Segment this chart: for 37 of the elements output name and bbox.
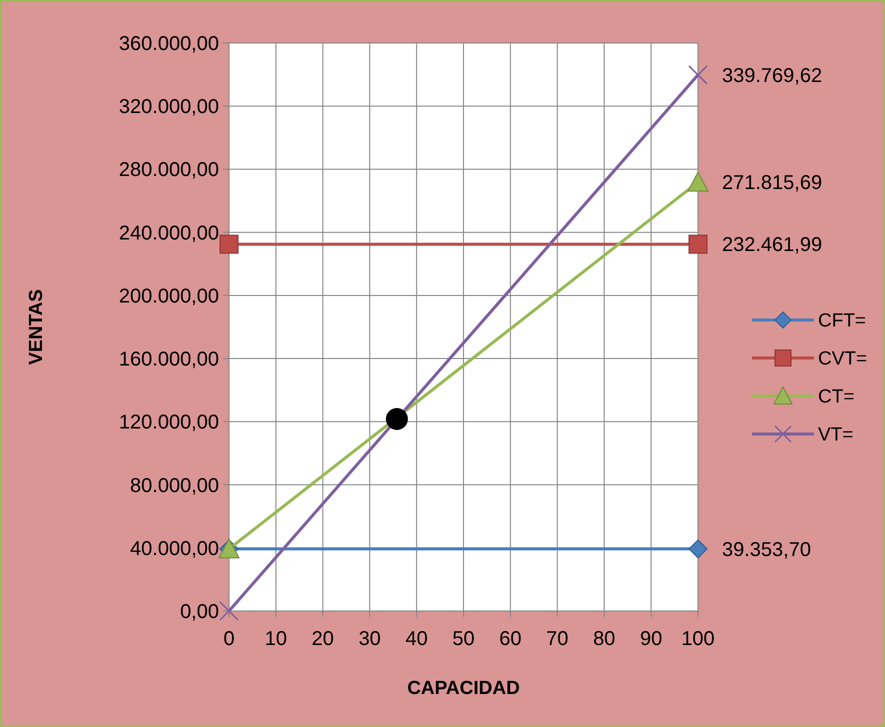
x-tick-label: 50 xyxy=(452,628,475,650)
x-tick-label: 70 xyxy=(546,628,568,650)
y-tick-label: 360.000,00 xyxy=(118,33,219,55)
x-tick-label: 10 xyxy=(264,628,288,650)
point xyxy=(386,408,408,430)
legend-label: CFT= xyxy=(818,310,866,332)
data-label: 39.353,70 xyxy=(722,538,811,561)
y-tick-label: 160.000,00 xyxy=(118,348,219,371)
x-tick-label: 80 xyxy=(593,628,616,650)
y-tick-label: 320.000,00 xyxy=(118,96,219,118)
y-axis-title: VENTAS xyxy=(26,289,47,365)
data-label: 339.769,62 xyxy=(722,64,822,87)
x-tick-label: 0 xyxy=(223,628,235,650)
y-tick-label: 0,00 xyxy=(180,601,219,623)
x-tick-label: 20 xyxy=(312,628,334,650)
point xyxy=(688,65,708,85)
x-tick-label: 60 xyxy=(499,628,522,650)
y-tick-label: 80.000,00 xyxy=(130,474,219,497)
data-label: 271.815,69 xyxy=(722,172,822,194)
point xyxy=(219,601,239,621)
x-tick-label: 30 xyxy=(358,628,381,650)
y-tick-label: 280.000,00 xyxy=(118,159,219,182)
y-tick-label: 40.000,00 xyxy=(130,538,219,560)
legend-label: CT= xyxy=(818,386,854,408)
point xyxy=(688,539,708,558)
data-label: 232.461,99 xyxy=(722,234,822,256)
x-tick-label: 40 xyxy=(405,628,428,650)
y-tick-label: 200.000,00 xyxy=(118,285,219,308)
y-tick-label: 120.000,00 xyxy=(118,412,219,434)
x-axis-title: CAPACIDAD xyxy=(407,678,520,699)
legend-label: VT= xyxy=(818,424,854,446)
point xyxy=(688,234,708,254)
x-tick-label: 90 xyxy=(640,628,662,650)
x-tick-label: 100 xyxy=(681,628,715,650)
legend-label: CVT= xyxy=(818,348,868,370)
y-tick-label: 240.000,00 xyxy=(118,222,219,244)
point xyxy=(220,234,238,254)
